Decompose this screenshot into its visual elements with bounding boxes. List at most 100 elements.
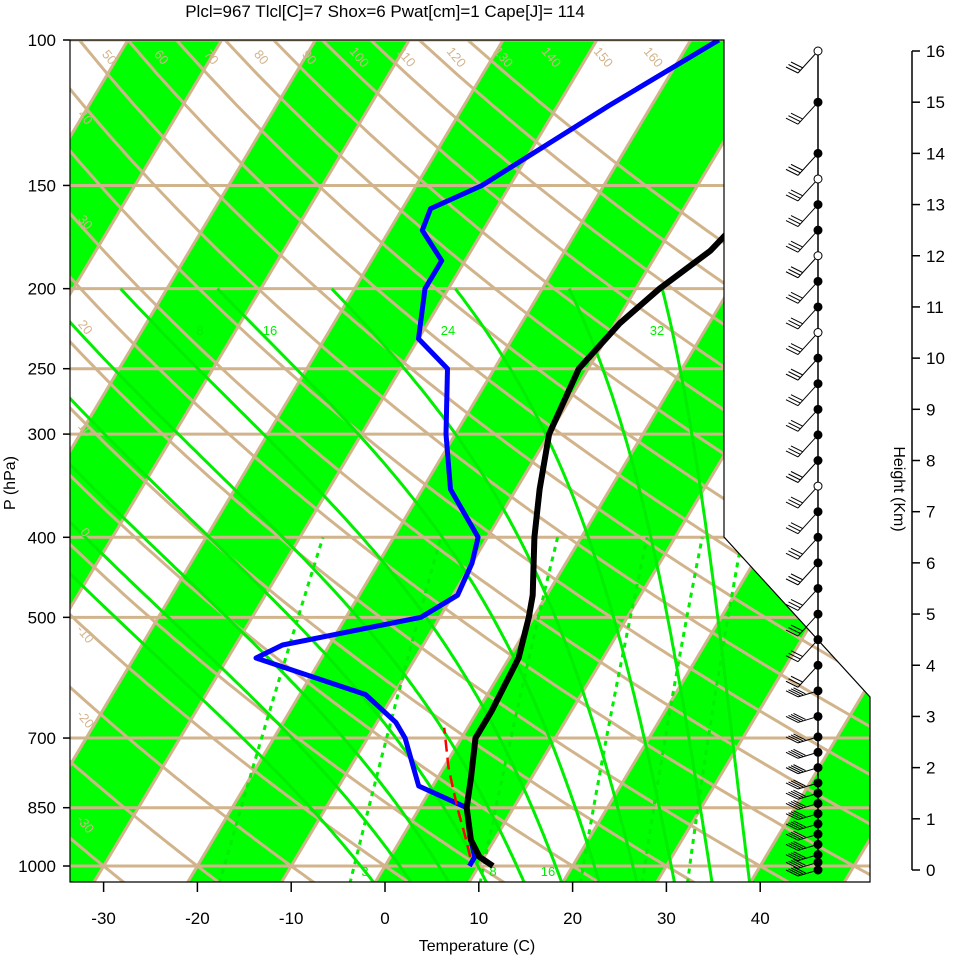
wind-barb-flag	[788, 812, 801, 820]
wind-barb	[785, 829, 823, 841]
wind-barb-flag	[785, 501, 799, 509]
isotherm-label: 20	[725, 236, 746, 257]
moist-adiabat	[70, 287, 414, 882]
wind-barb-flag	[785, 66, 799, 74]
wind-barb-flag	[790, 496, 804, 504]
wind-barb-flag	[788, 319, 801, 327]
wind-barb-flag	[785, 168, 799, 176]
wind-level-marker	[813, 481, 823, 491]
wind-level-marker	[813, 660, 823, 670]
wind-barb-flag	[790, 317, 804, 325]
wind-barb	[785, 635, 823, 663]
pressure-tick-label: 300	[28, 425, 56, 444]
wind-level-marker	[813, 686, 823, 696]
pressure-tick-label: 400	[28, 528, 56, 547]
wind-barb-flag	[785, 424, 799, 432]
pressure-tick-label: 500	[28, 608, 56, 627]
wind-barb-flag	[790, 291, 804, 299]
wind-barb	[785, 788, 823, 800]
wind-level-marker	[813, 456, 823, 465]
temperature-tick-label: -20	[185, 909, 210, 928]
wind-barb	[785, 809, 823, 821]
moist-adiabat-label: 32	[650, 323, 664, 338]
mixing-ratio-line	[685, 537, 744, 882]
temperature-tick-label: 20	[563, 909, 582, 928]
wind-level-marker	[813, 328, 823, 338]
wind-barb-flag	[785, 869, 799, 877]
wind-barb-flag	[788, 473, 801, 481]
wind-barb	[785, 430, 823, 458]
moist-adiabat-label: 24	[441, 323, 455, 338]
isotherm	[0, 20, 46, 890]
wind-barb-staff	[797, 281, 819, 304]
wind-barb-column	[785, 46, 823, 877]
isotherm-band	[183, 40, 797, 882]
wind-barb-flag	[790, 163, 804, 171]
wind-level-marker	[813, 379, 823, 389]
wind-barb	[785, 97, 823, 125]
wind-barb-flag	[788, 294, 801, 302]
isotherm-label: 20	[795, 593, 816, 614]
wind-barb-flag	[785, 843, 799, 851]
wind-level-marker	[813, 225, 823, 235]
wind-barb-flag	[793, 830, 806, 838]
wind-barb	[785, 819, 823, 831]
wind-barb-flag	[793, 840, 806, 848]
pressure-tick-label: 700	[28, 729, 56, 748]
wind-barb-flag	[788, 714, 801, 722]
mixing-ratio-label: 8	[489, 864, 496, 879]
isotherm	[181, 40, 704, 882]
dry-adiabat	[70, 40, 870, 882]
temperature-tick-label: -10	[279, 909, 304, 928]
wind-barb-flag	[790, 599, 804, 606]
wind-barb	[785, 732, 823, 744]
wind-barb-flag	[790, 266, 804, 274]
wind-barb-flag	[790, 852, 804, 860]
wind-level-marker	[813, 819, 823, 829]
pressure-tick-label: 1000	[18, 857, 56, 876]
wind-barb-flag	[788, 575, 801, 583]
mixing-ratio-label: 16	[541, 864, 555, 879]
height-tick-label: 10	[926, 349, 945, 368]
wind-barb	[785, 507, 823, 535]
wind-barb-flag	[790, 547, 804, 555]
isotherm-band	[70, 40, 422, 882]
wind-barb	[785, 251, 823, 279]
mixing-ratio-line	[578, 536, 649, 882]
isotherm-label: 30	[725, 123, 746, 144]
wind-level-marker	[813, 839, 823, 849]
wind-barb-flag	[790, 831, 804, 839]
temperature-tick-label: 40	[751, 909, 770, 928]
wind-barb-flag	[793, 810, 806, 818]
wind-barb-flag	[790, 790, 804, 798]
wind-barb-flag	[788, 822, 801, 830]
wind-barb-flag	[785, 854, 799, 862]
temperature-tick-label: -30	[91, 909, 116, 928]
isotherm-label: 30	[845, 651, 866, 672]
wind-barb-flag	[788, 627, 801, 635]
wind-barb-flag	[785, 578, 799, 586]
moist-adiabat-label: 16	[263, 323, 277, 338]
wind-level-marker	[813, 404, 823, 414]
wind-barb	[785, 353, 823, 381]
height-tick-label: 13	[926, 196, 945, 215]
wind-barb	[785, 857, 823, 869]
wind-barb-flag	[790, 573, 804, 581]
wind-barb-flag	[790, 445, 804, 453]
wind-level-marker	[813, 302, 823, 312]
wind-barb-staff	[797, 383, 819, 407]
wind-barb	[785, 302, 823, 330]
wind-level-marker	[813, 532, 823, 542]
wind-barb-flag	[790, 713, 804, 721]
height-tick-label: 2	[926, 759, 935, 778]
wind-barb	[785, 839, 823, 851]
pressure-tick-label: 100	[28, 31, 56, 50]
wind-barb	[785, 148, 823, 176]
wind-barb-flag	[785, 861, 799, 869]
pressure-tick-label: 250	[28, 360, 56, 379]
wind-barb-flag	[790, 859, 804, 867]
wind-barb	[785, 763, 823, 775]
wind-barb-flag	[788, 750, 801, 758]
wind-barb-flag	[790, 112, 804, 120]
wind-barb-flag	[785, 450, 799, 458]
